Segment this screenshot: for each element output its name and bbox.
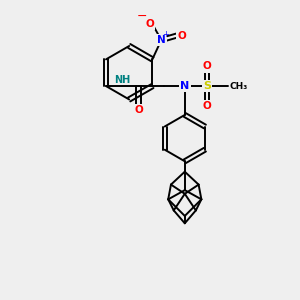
- Text: O: O: [203, 61, 212, 71]
- Text: NH: NH: [114, 75, 130, 85]
- Text: O: O: [203, 101, 212, 111]
- Text: CH₃: CH₃: [230, 82, 248, 91]
- Text: O: O: [134, 106, 143, 116]
- Text: −: −: [137, 10, 147, 23]
- Text: N: N: [157, 35, 166, 45]
- Text: O: O: [145, 19, 154, 29]
- Text: +: +: [162, 30, 169, 39]
- Text: S: S: [203, 81, 211, 91]
- Text: N: N: [180, 81, 189, 91]
- Text: O: O: [177, 31, 186, 40]
